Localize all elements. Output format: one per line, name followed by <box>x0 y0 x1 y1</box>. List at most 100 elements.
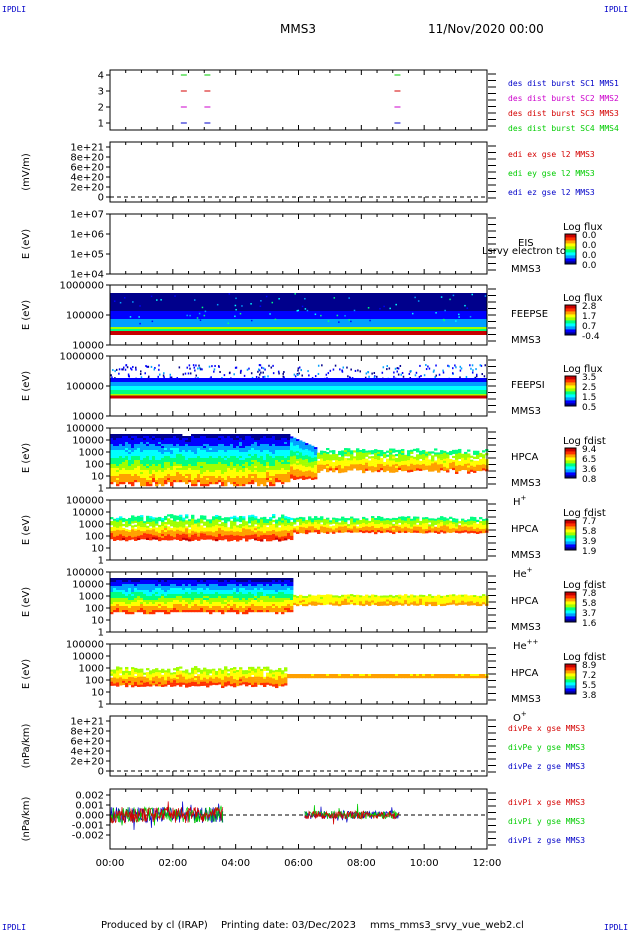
spectrum-cell <box>149 608 153 611</box>
spectrum-cell <box>377 520 381 523</box>
spectrum-cell <box>248 519 252 522</box>
spectrum-cell <box>386 458 390 461</box>
spectrum-cell <box>443 529 447 532</box>
spectrum-cell <box>194 523 198 526</box>
spectrum-cell <box>455 465 459 468</box>
spectrum-cell <box>155 462 159 465</box>
spectrum-cell <box>116 533 120 537</box>
spectrum-speck <box>397 367 400 370</box>
spectrum-cell <box>239 442 243 445</box>
spectrum-cell <box>290 466 294 469</box>
spectrum-cell <box>179 444 183 447</box>
spectrum-cell <box>215 456 219 459</box>
spectrum-speck <box>458 313 460 316</box>
spectrum-cell <box>476 529 480 533</box>
spectrum-speck <box>158 368 160 371</box>
spectrum-cell <box>296 463 300 466</box>
spectrum-cell <box>263 464 267 467</box>
spectrum-cell <box>248 462 252 465</box>
spectrum-cell <box>461 463 465 466</box>
spectrum-cell <box>191 516 195 519</box>
spectrum-cell <box>464 457 468 461</box>
ytick-label: 2e+20 <box>70 183 104 194</box>
spectrum-cell <box>110 434 114 437</box>
spectrum-cell <box>287 470 291 473</box>
spectrum-cell <box>134 580 138 583</box>
spectrum-cell <box>269 444 273 447</box>
spectrum-cell <box>479 464 483 468</box>
spectrum-cell <box>269 470 273 473</box>
spectrum-cell <box>308 474 312 477</box>
spectrum-cell <box>110 478 114 481</box>
y-axis-label: E (eV) <box>21 300 32 330</box>
spectrum-cell <box>275 468 279 471</box>
spectrum-cell <box>479 527 483 530</box>
spectrum-cell <box>272 446 276 449</box>
spectrum-speck <box>169 373 172 376</box>
spectrum-cell <box>263 454 267 457</box>
spectrum-cell <box>212 532 216 535</box>
spectrum-cell <box>113 538 117 541</box>
spectrum-cell <box>410 459 414 462</box>
spectrum-cell <box>155 608 159 611</box>
spectrum-cell <box>125 580 129 583</box>
spectrum-cell <box>362 530 366 534</box>
spectrum-cell <box>179 462 183 465</box>
spectrum-cell <box>176 596 180 599</box>
spectrum-cell <box>209 436 213 439</box>
spectrum-cell <box>131 458 135 461</box>
spectrum-cell <box>368 462 372 465</box>
spectrum-cell <box>200 464 204 467</box>
colorbar-tick-label: 2.5 <box>582 383 596 393</box>
spectrum-cell <box>407 528 411 531</box>
spectrum-cell <box>152 476 156 479</box>
spectrum-cell <box>140 482 144 485</box>
spectrum-cell <box>371 464 375 467</box>
spectrum-cell <box>185 474 189 477</box>
spectrum-cell <box>185 466 189 469</box>
spectrum-cell <box>380 526 384 530</box>
colorbar-tick-label: -0.4 <box>582 332 600 342</box>
spectrum-cell <box>176 584 180 587</box>
spectrum-cell <box>194 472 198 475</box>
spectrum-cell <box>173 592 177 595</box>
spectrum-cell <box>464 467 468 471</box>
spectrum-cell <box>422 523 426 526</box>
spectrum-cell <box>470 461 474 464</box>
spectrum-cell <box>482 520 486 524</box>
colorbar-cell <box>565 379 576 383</box>
spectrum-cell <box>161 454 165 457</box>
ytick-label: 1000000 <box>59 352 104 363</box>
ytick-label: 100000 <box>66 568 104 579</box>
spectrum-cell <box>197 444 201 447</box>
spectrum-cell <box>272 474 276 477</box>
spectrum-cell <box>380 524 384 528</box>
spectrum-cell <box>374 461 378 464</box>
spectrum-cell <box>431 528 435 531</box>
spectrum-cell <box>296 531 300 534</box>
spectrum-cell <box>167 480 171 483</box>
ytick-label: 10000 <box>72 412 104 423</box>
spectrum-cell <box>290 472 294 475</box>
spectrum-cell <box>179 588 183 591</box>
spectrum-cell <box>146 590 150 593</box>
spectrum-cell <box>152 596 156 599</box>
spectrum-cell <box>254 466 258 469</box>
spectrum-cell <box>158 470 162 473</box>
spectrum-cell <box>347 448 351 451</box>
spectrum-cell <box>206 474 210 477</box>
spectrum-cell <box>110 452 114 455</box>
spectrum-cell <box>338 524 342 527</box>
spectrum-cell <box>161 458 165 461</box>
spectrum-cell <box>197 530 201 533</box>
spectrum-cell <box>275 466 279 469</box>
spectrum-cell <box>146 594 150 597</box>
spectrum-cell <box>260 521 264 524</box>
spectrum-cell <box>407 456 411 459</box>
spectrum-cell <box>140 590 144 593</box>
spectrum-cell <box>344 450 348 453</box>
spectrum-speck <box>353 309 356 312</box>
spectrum-cell <box>134 454 138 457</box>
spectrum-cell <box>371 522 375 525</box>
spectrum-cell <box>230 468 234 471</box>
